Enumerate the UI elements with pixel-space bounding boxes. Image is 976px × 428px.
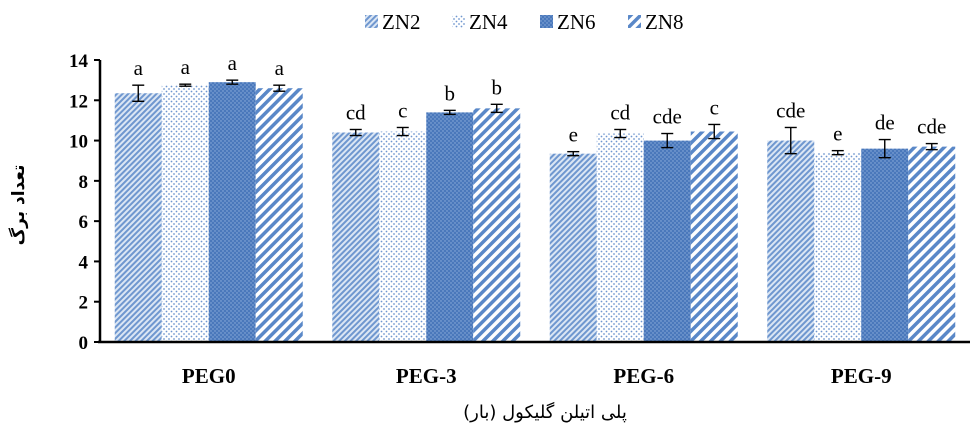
bar-zn8-peg-3 (473, 108, 521, 342)
x-tick-label: PEG0 (182, 364, 236, 388)
y-tick-label: 0 (79, 333, 89, 354)
significance-letter: c (398, 98, 407, 122)
x-tick-label: PEG-3 (396, 364, 457, 388)
y-axis-title: تعداد برگ (9, 165, 29, 246)
bar-zn8-peg-6 (690, 131, 738, 342)
bar-zn2-peg-3 (332, 132, 380, 342)
legend-swatch-zn4 (452, 15, 465, 28)
significance-letter: a (134, 56, 144, 80)
x-axis: PEG0 PEG-3 PEG-6 PEG-9 (98, 340, 970, 388)
y-tick-label: 4 (79, 252, 89, 273)
significance-letter: e (569, 123, 578, 147)
significance-letter: cd (346, 100, 366, 124)
significance-letter: cde (776, 98, 805, 122)
x-tick-label: PEG-9 (831, 364, 892, 388)
bar-zn6-peg-9 (861, 148, 909, 342)
y-tick-label: 8 (79, 172, 89, 193)
significance-letter: cd (610, 100, 630, 124)
bar-zn2-peg-6 (549, 153, 597, 342)
significance-letter: cde (653, 105, 682, 129)
significance-letter: e (833, 122, 842, 146)
significance-letter: de (875, 111, 895, 135)
y-tick-label: 14 (69, 51, 89, 72)
y-tick-label: 10 (69, 132, 88, 153)
bar-zn8-peg-9 (908, 146, 956, 342)
significance-letter: b (492, 75, 503, 99)
legend-label: ZN6 (557, 10, 596, 34)
x-tick-label: PEG-6 (613, 364, 674, 388)
legend-label: ZN2 (382, 10, 421, 34)
bar-zn4-peg0 (161, 85, 209, 342)
y-tick-label: 2 (79, 293, 89, 314)
significance-letter: b (445, 81, 456, 105)
y-axis: 0 2 4 6 8 10 12 14 (69, 51, 102, 354)
bar-zn6-peg-3 (426, 112, 474, 342)
legend-swatch-zn2 (365, 15, 378, 28)
significance-letter: a (228, 51, 238, 75)
bar-zn4-peg-6 (596, 133, 644, 342)
x-axis-title: پلی اتیلن گلیکول (بار) (463, 401, 627, 423)
y-tick-label: 12 (69, 91, 88, 112)
legend-label: ZN4 (469, 10, 508, 34)
significance-letter: a (275, 56, 285, 80)
bar-zn6-peg-6 (643, 140, 691, 342)
bar-zn4-peg-3 (379, 131, 427, 342)
bar-zn6-peg0 (208, 82, 256, 343)
significance-letter: a (181, 55, 191, 79)
legend: ZN2 ZN4 ZN6 ZN8 (365, 10, 684, 34)
significance-letter: cde (917, 115, 946, 139)
legend-swatch-zn8 (628, 15, 641, 28)
bar-zn8-peg0 (255, 88, 303, 342)
bar-zn2-peg0 (114, 93, 162, 342)
legend-label: ZN8 (645, 10, 684, 34)
significance-letter: c (710, 95, 719, 119)
y-tick-label: 6 (79, 212, 89, 233)
bar-zn4-peg-9 (814, 152, 862, 342)
bar-zn2-peg-9 (767, 140, 815, 342)
legend-swatch-zn6 (540, 15, 553, 28)
